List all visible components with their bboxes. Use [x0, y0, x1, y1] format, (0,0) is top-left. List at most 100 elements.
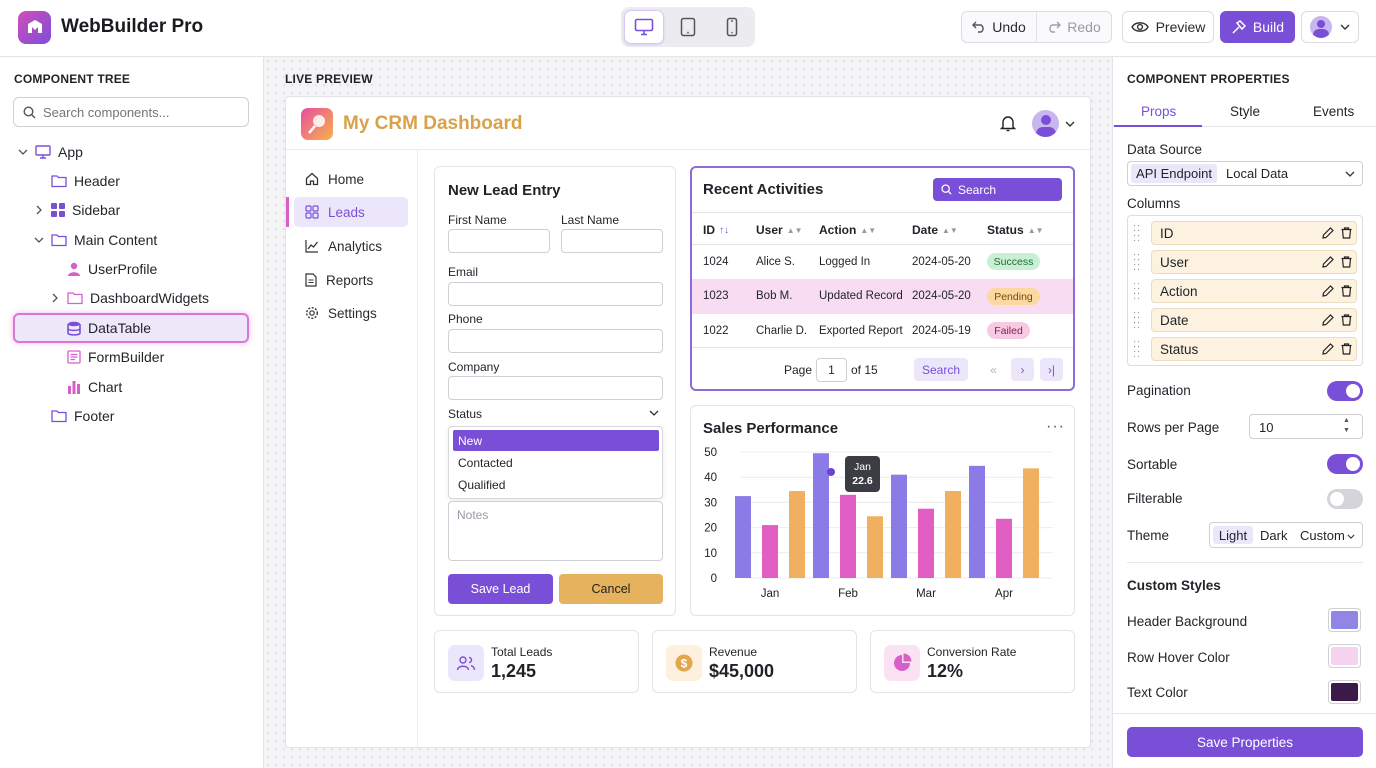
column-item[interactable]: :::::: User [1127, 250, 1363, 274]
bar-feb-3[interactable] [867, 516, 883, 578]
column-header-status[interactable]: Status ▲▼ [987, 223, 1044, 237]
table-row[interactable]: 1024 Alice S. Logged In 2024-05-20 Succe… [692, 245, 1073, 279]
trash-icon[interactable] [1341, 285, 1352, 297]
pencil-icon[interactable] [1322, 343, 1334, 355]
tree-item-userprofile[interactable]: UserProfile [67, 258, 157, 280]
redo-button[interactable]: Redo [1037, 12, 1111, 42]
drag-handle-icon[interactable]: :::::: [1133, 222, 1142, 244]
filterable-toggle[interactable] [1327, 489, 1363, 509]
data-source-local[interactable]: Local Data [1226, 166, 1289, 181]
status-option-contacted[interactable]: Contacted [458, 455, 513, 470]
bar-mar-3[interactable] [945, 491, 961, 578]
data-source-api[interactable]: API Endpoint [1131, 164, 1217, 183]
bar-feb-2[interactable] [840, 494, 856, 578]
tree-item-formbuilder[interactable]: FormBuilder [67, 346, 164, 368]
pencil-icon[interactable] [1322, 314, 1334, 326]
column-item[interactable]: :::::: Action [1127, 279, 1363, 303]
pencil-icon[interactable] [1322, 227, 1334, 239]
nav-leads[interactable]: Leads [294, 197, 408, 227]
email-field[interactable] [448, 282, 663, 306]
column-header-id[interactable]: ID ↑↓ [703, 223, 729, 237]
status-dropdown[interactable]: New Contacted Qualified [448, 426, 663, 499]
column-item[interactable]: :::::: Date [1127, 308, 1363, 332]
theme-light[interactable]: Light [1213, 526, 1253, 544]
save-properties-button[interactable]: Save Properties [1127, 727, 1363, 757]
rows-per-page-stepper[interactable]: 10 ▲ ▼ [1249, 414, 1363, 439]
cancel-button[interactable]: Cancel [559, 574, 663, 604]
tab-style[interactable]: Style [1230, 104, 1261, 119]
bell-icon[interactable] [1000, 115, 1016, 132]
pencil-icon[interactable] [1322, 285, 1334, 297]
bar-apr-2[interactable] [996, 518, 1012, 578]
drag-handle-icon[interactable]: :::::: [1133, 280, 1142, 302]
desktop-icon[interactable] [625, 11, 663, 43]
page-search-button[interactable]: Search [914, 358, 968, 381]
bar-mar-2[interactable] [918, 508, 934, 578]
bar-jan-3[interactable] [789, 491, 805, 578]
phone-field[interactable] [448, 329, 663, 353]
theme-dark[interactable]: Dark [1260, 528, 1288, 543]
chevron-right-icon[interactable] [50, 293, 60, 303]
status-option-qualified[interactable]: Qualified [458, 477, 506, 492]
bar-apr-1[interactable] [969, 465, 985, 578]
component-search[interactable] [13, 97, 249, 127]
table-row[interactable]: 1023 Bob M. Updated Record 2024-05-20 Pe… [692, 279, 1073, 314]
nav-analytics[interactable]: Analytics [294, 231, 408, 261]
chevron-right-icon[interactable]: › [1011, 358, 1034, 381]
pencil-icon[interactable] [1322, 256, 1334, 268]
column-item[interactable]: :::::: ID [1127, 221, 1363, 245]
chevron-down-icon[interactable] [1065, 121, 1075, 127]
notes-field[interactable]: Notes [448, 501, 663, 561]
data-source-select[interactable]: API Endpoint Local Data [1127, 161, 1363, 186]
tab-events[interactable]: Events [1313, 104, 1355, 119]
chevron-right-icon[interactable] [34, 205, 44, 215]
more-icon[interactable]: ··· [1046, 418, 1065, 435]
table-row[interactable]: 1022 Charlie D. Exported Report 2024-05-… [692, 314, 1073, 348]
save-lead-button[interactable]: Save Lead [448, 574, 553, 604]
first-name-field[interactable] [448, 229, 550, 253]
first-page-icon[interactable]: « [990, 362, 997, 377]
stepper-arrows-icon[interactable]: ▲ ▼ [1343, 417, 1350, 434]
bar-mar-1[interactable] [891, 474, 907, 578]
drag-handle-icon[interactable]: :::::: [1133, 251, 1142, 273]
nav-home[interactable]: Home [294, 164, 408, 194]
last-page-icon[interactable]: ›| [1040, 358, 1063, 381]
header-bg-swatch[interactable] [1328, 608, 1361, 632]
page-number-input[interactable]: 1 [816, 358, 847, 382]
chevron-down-icon[interactable] [18, 149, 28, 155]
column-item[interactable]: :::::: Status [1127, 337, 1363, 361]
row-hover-swatch[interactable] [1328, 644, 1361, 668]
search-input[interactable] [43, 104, 233, 120]
theme-custom[interactable]: Custom [1300, 528, 1345, 543]
tree-item-app[interactable]: App [18, 141, 83, 163]
tree-item-footer[interactable]: Footer [51, 405, 114, 427]
bar-feb-1[interactable] [813, 453, 829, 578]
text-color-swatch[interactable] [1328, 680, 1361, 704]
undo-button[interactable]: Undo [962, 12, 1037, 42]
nav-settings[interactable]: Settings [294, 298, 408, 328]
drag-handle-icon[interactable]: :::::: [1133, 309, 1142, 331]
trash-icon[interactable] [1341, 343, 1352, 355]
theme-selector[interactable]: Light Dark Custom [1209, 522, 1363, 548]
bar-apr-3[interactable] [1023, 468, 1039, 578]
bar-jan-2[interactable] [762, 525, 778, 578]
preview-button[interactable]: Preview [1122, 11, 1214, 43]
tree-item-main-content[interactable]: Main Content [34, 229, 157, 251]
company-field[interactable] [448, 376, 663, 400]
sortable-toggle[interactable] [1327, 454, 1363, 474]
nav-reports[interactable]: Reports [294, 265, 408, 295]
tree-item-sidebar[interactable]: Sidebar [34, 199, 120, 221]
trash-icon[interactable] [1341, 256, 1352, 268]
pagination-toggle[interactable] [1327, 381, 1363, 401]
user-menu-button[interactable] [1301, 11, 1359, 43]
column-header-user[interactable]: User ▲▼ [756, 223, 803, 237]
tablet-icon[interactable] [669, 11, 707, 43]
drag-handle-icon[interactable]: :::::: [1133, 338, 1142, 360]
tree-item-header[interactable]: Header [51, 170, 120, 192]
tree-item-datatable[interactable]: DataTable [67, 317, 151, 339]
tab-props[interactable]: Props [1141, 104, 1177, 119]
trash-icon[interactable] [1341, 227, 1352, 239]
trash-icon[interactable] [1341, 314, 1352, 326]
tree-item-dashboardwidgets[interactable]: DashboardWidgets [50, 287, 209, 309]
column-header-action[interactable]: Action ▲▼ [819, 223, 877, 237]
